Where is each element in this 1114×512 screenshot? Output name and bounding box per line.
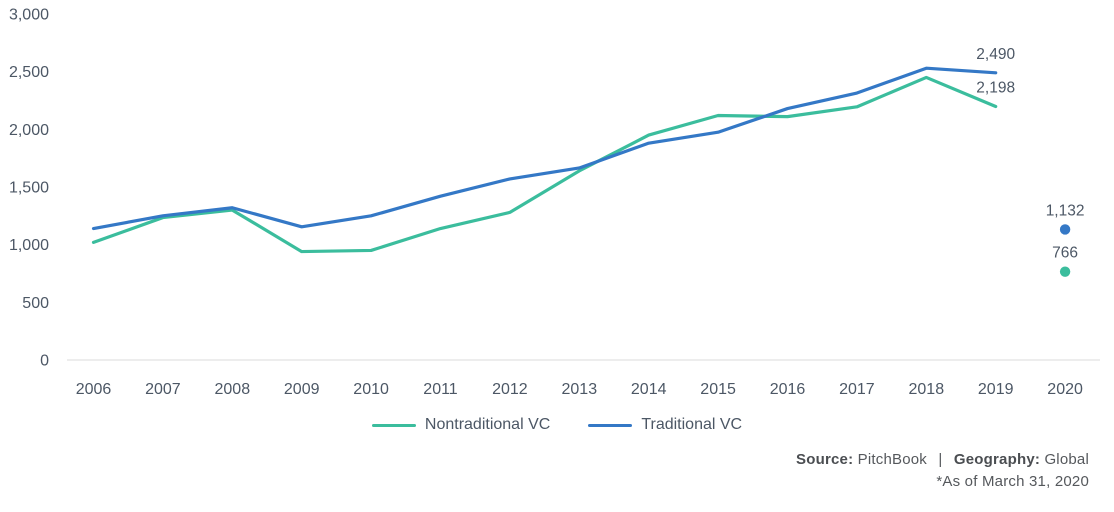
legend-label-traditional-vc: Traditional VC — [641, 416, 743, 433]
x-axis-tick-label: 2007 — [145, 381, 181, 398]
data-label: 2,198 — [976, 79, 1015, 96]
legend-item-traditional-vc: Traditional VC — [588, 416, 742, 434]
x-axis-tick-label: 2008 — [215, 381, 251, 398]
source-footnote: Source: PitchBook | Geography: Global *A… — [796, 449, 1089, 493]
data-label: 2,490 — [976, 46, 1015, 63]
source-value: PitchBook — [857, 451, 928, 468]
geography-label: Geography: — [953, 451, 1041, 468]
x-axis-tick-label: 2014 — [631, 381, 667, 398]
y-axis-tick-label: 3,000 — [9, 7, 49, 24]
geography-value: Global — [1044, 451, 1089, 468]
y-axis-tick-label: 1,000 — [9, 237, 49, 254]
series-point-nontraditional-vc — [1059, 266, 1071, 277]
as-of-note: *As of March 31, 2020 — [936, 473, 1089, 490]
separator: | — [938, 451, 943, 468]
y-axis-tick-label: 500 — [22, 295, 49, 312]
series-point-traditional-vc — [1059, 224, 1071, 235]
legend-label-nontraditional-vc: Nontraditional VC — [424, 416, 551, 433]
x-axis-tick-label: 2017 — [839, 381, 875, 398]
x-axis-tick-label: 2006 — [76, 381, 112, 398]
y-axis-tick-label: 2,500 — [9, 64, 49, 81]
traditional-vc-line-swatch-icon — [588, 423, 633, 427]
nontraditional-vc-line-swatch-icon — [371, 423, 416, 427]
line-chart: 0 500 1,000 1,500 2,000 2,500 3,000 2006 2007 200… — [9, 7, 1100, 398]
y-axis-tick-label: 2,000 — [9, 122, 49, 139]
chart-legend: Nontraditional VC Traditional VC — [0, 416, 1114, 434]
data-label: 1,132 — [1046, 202, 1085, 219]
y-axis-tick-label: 0 — [40, 353, 49, 370]
x-axis-tick-label: 2016 — [770, 381, 806, 398]
series-line-nontraditional-vc — [91, 75, 998, 254]
x-axis-tick-label: 2019 — [978, 381, 1014, 398]
x-axis-tick-label: 2020 — [1047, 381, 1083, 398]
x-axis-tick-label: 2010 — [353, 381, 389, 398]
x-axis-tick-label: 2018 — [909, 381, 945, 398]
data-label: 766 — [1052, 245, 1078, 262]
x-axis-tick-label: 2009 — [284, 381, 320, 398]
y-axis-tick-label: 1,500 — [9, 180, 49, 197]
x-axis-tick-label: 2011 — [423, 381, 458, 398]
x-axis-tick-label: 2013 — [562, 381, 598, 398]
series-line-traditional-vc — [91, 66, 998, 231]
x-axis-tick-label: 2012 — [492, 381, 528, 398]
legend-item-nontraditional-vc: Nontraditional VC — [371, 416, 551, 434]
x-axis-tick-label: 2015 — [700, 381, 736, 398]
source-line: Source: PitchBook | Geography: Global — [796, 449, 1089, 471]
source-label: Source: — [796, 451, 854, 468]
